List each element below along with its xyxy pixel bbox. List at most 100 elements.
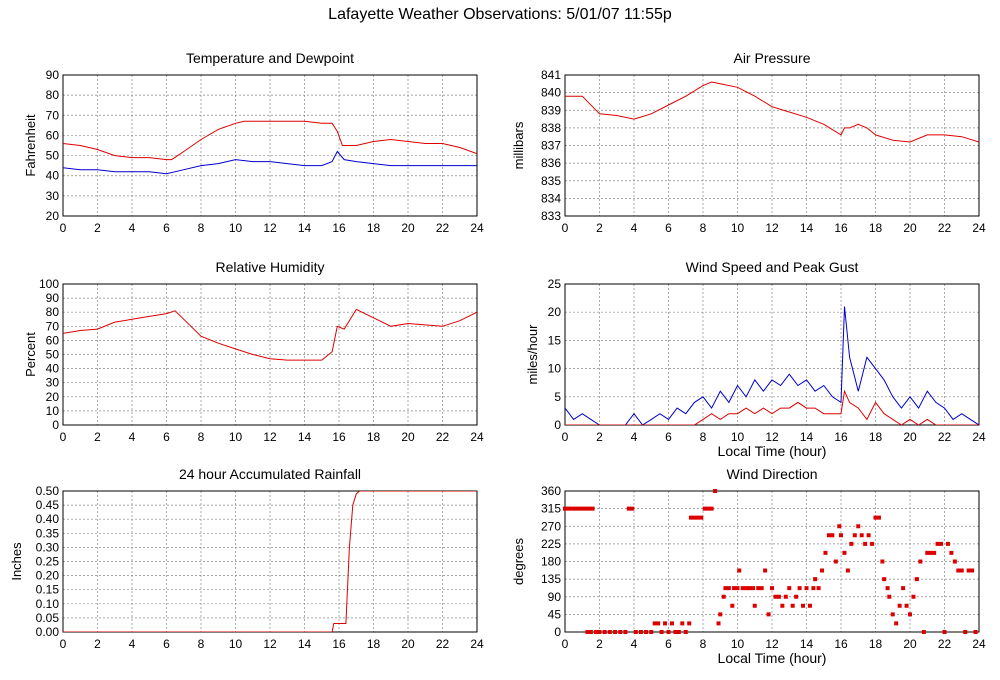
data-point <box>732 586 737 591</box>
x-tick-label: 10 <box>731 430 745 444</box>
x-tick-label: 24 <box>972 221 986 235</box>
chart-title: Wind Direction <box>726 466 817 482</box>
x-tick-label: 16 <box>332 430 346 444</box>
data-point <box>587 506 592 511</box>
series-line-0 <box>565 81 979 143</box>
x-tick-label: 20 <box>401 430 415 444</box>
y-tick-label: 90 <box>548 590 562 604</box>
data-point <box>747 586 752 591</box>
data-point <box>856 524 861 529</box>
y-tick-label: 5 <box>554 390 561 404</box>
x-tick-label: 0 <box>60 221 67 235</box>
x-tick-label: 8 <box>198 637 205 651</box>
data-point <box>816 586 821 591</box>
x-tick-label: 10 <box>731 637 745 651</box>
data-point <box>607 630 612 634</box>
x-tick-label: 8 <box>700 430 707 444</box>
data-point <box>901 586 906 591</box>
data-point <box>576 506 581 511</box>
y-tick-label: 20 <box>46 390 60 404</box>
data-point <box>656 621 661 626</box>
y-tick-label: 0 <box>554 418 561 432</box>
data-point <box>794 594 799 599</box>
y-axis-label: Inches <box>9 542 24 581</box>
x-tick-label: 18 <box>367 221 381 235</box>
y-tick-label: 835 <box>541 174 561 188</box>
data-point <box>820 568 825 573</box>
data-point <box>837 524 842 529</box>
data-point <box>870 541 875 546</box>
y-tick-label: 836 <box>541 156 561 170</box>
data-point <box>594 630 599 634</box>
y-tick-label: 270 <box>541 519 561 533</box>
x-tick-label: 16 <box>332 221 346 235</box>
x-tick-label: 2 <box>94 430 101 444</box>
data-point <box>623 630 628 634</box>
x-tick-label: 24 <box>972 430 986 444</box>
x-tick-label: 0 <box>562 221 569 235</box>
y-tick-label: 20 <box>46 209 60 223</box>
data-point <box>904 603 909 608</box>
y-tick-label: 60 <box>46 128 60 142</box>
x-tick-label: 14 <box>800 430 814 444</box>
data-point <box>723 586 728 591</box>
data-point <box>894 621 899 626</box>
data-point <box>790 603 795 608</box>
x-tick-label: 18 <box>869 637 883 651</box>
series-line-0 <box>565 306 979 425</box>
data-point <box>776 594 781 599</box>
y-axis-label: millibars <box>511 121 526 169</box>
data-point <box>597 630 602 634</box>
x-tick-label: 6 <box>163 221 170 235</box>
y-tick-label: 0.45 <box>36 498 60 512</box>
data-point <box>569 506 574 511</box>
data-point <box>563 506 567 511</box>
data-point <box>908 612 912 617</box>
y-tick-label: 135 <box>541 572 561 586</box>
x-axis-label: Local Time (hour) <box>718 650 827 666</box>
data-point <box>823 550 828 555</box>
x-axis-label: Local Time (hour) <box>718 443 827 459</box>
x-tick-label: 6 <box>665 637 672 651</box>
y-tick-label: 0.20 <box>36 569 60 583</box>
data-point <box>756 586 761 591</box>
y-tick-label: 834 <box>541 191 561 205</box>
x-tick-label: 14 <box>800 637 814 651</box>
y-tick-label: 80 <box>46 88 60 102</box>
x-tick-label: 14 <box>800 221 814 235</box>
x-tick-label: 8 <box>198 221 205 235</box>
data-point <box>885 586 890 591</box>
x-tick-label: 22 <box>938 637 952 651</box>
data-point <box>652 621 657 626</box>
data-point <box>932 550 937 555</box>
x-tick-label: 22 <box>436 430 450 444</box>
data-point <box>928 550 933 555</box>
y-tick-label: 45 <box>548 607 562 621</box>
chart-title: Air Pressure <box>733 50 810 66</box>
data-point <box>942 630 947 634</box>
x-tick-label: 2 <box>94 221 101 235</box>
x-tick-label: 12 <box>765 430 779 444</box>
data-point <box>706 506 711 511</box>
y-tick-label: 40 <box>46 169 60 183</box>
x-tick-label: 20 <box>903 637 917 651</box>
y-tick-label: 841 <box>541 68 561 82</box>
y-tick-label: 0.25 <box>36 555 60 569</box>
data-point <box>602 630 607 634</box>
series-line-0 <box>63 491 477 632</box>
y-tick-label: 60 <box>46 333 60 347</box>
y-tick-label: 0.15 <box>36 583 60 597</box>
x-tick-label: 6 <box>665 221 672 235</box>
y-tick-label: 100 <box>39 277 59 291</box>
data-point <box>935 541 940 546</box>
data-point <box>649 630 654 634</box>
y-tick-label: 833 <box>541 209 561 223</box>
data-point <box>911 594 916 599</box>
y-tick-label: 839 <box>541 103 561 117</box>
data-point <box>638 630 643 634</box>
y-tick-label: 50 <box>46 348 60 362</box>
data-point <box>676 630 681 634</box>
plot-frame <box>62 283 478 426</box>
